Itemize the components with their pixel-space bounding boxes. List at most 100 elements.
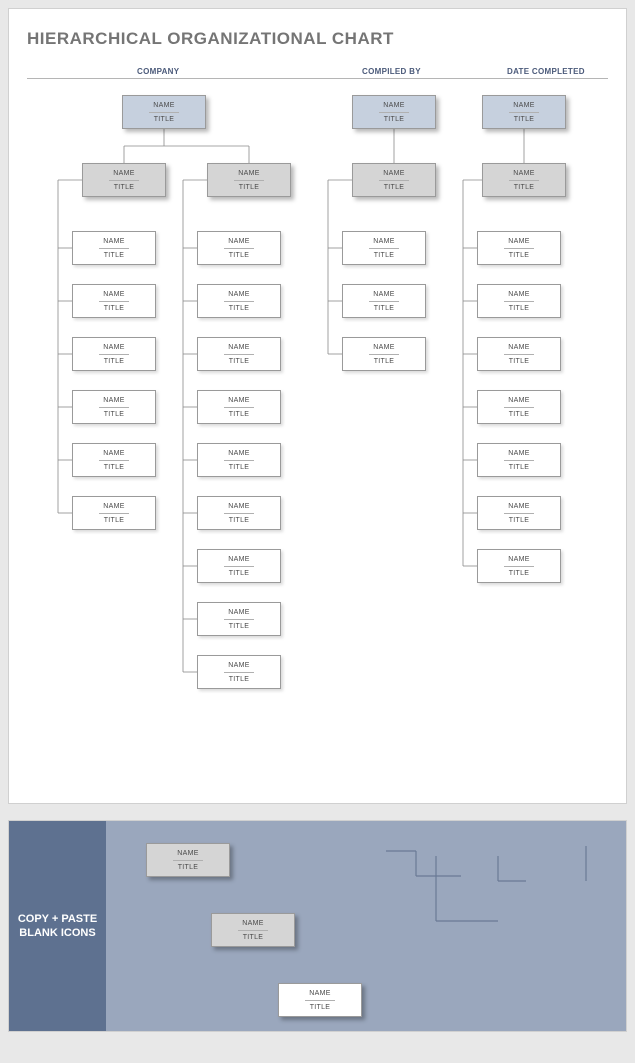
node-title: TITLE [343,304,425,313]
node-divider [369,354,399,355]
node-divider [369,248,399,249]
node-name: NAME [198,449,280,458]
side-label-line1: COPY + PASTE [18,912,97,926]
node-title: TITLE [478,357,560,366]
node-title: TITLE [198,410,280,419]
node-title: TITLE [73,410,155,419]
node-name: NAME [478,449,560,458]
blank-icons-canvas: NAME TITLE NAME TITLE NAME TITLE [106,821,626,1031]
org-node: NAMETITLE [352,163,436,197]
node-divider [234,180,264,181]
node-name: NAME [198,290,280,299]
node-divider [504,248,534,249]
node-divider [379,180,409,181]
node-name: NAME [343,237,425,246]
node-divider [109,180,139,181]
node-name: NAME [198,502,280,511]
chart-area: NAME TITLE NAME TITLE NAME TITLE NAME TITLE NAME… [27,93,608,783]
node-title: TITLE [353,115,435,124]
node-title: TITLE [73,357,155,366]
node-name: NAME [73,343,155,352]
page-title: HIERARCHICAL ORGANIZATIONAL CHART [27,29,608,49]
org-node: NAMETITLE [72,390,156,424]
node-name: NAME [343,290,425,299]
node-title: TITLE [478,410,560,419]
node-divider [224,566,254,567]
node-title: TITLE [198,463,280,472]
node-divider [504,301,534,302]
node-divider [369,301,399,302]
node-title: TITLE [147,863,229,872]
blank-icons-page: COPY + PASTE BLANK ICONS NAME TITLE NAME TI… [8,820,627,1032]
org-node: NAME TITLE [72,337,156,371]
node-title: TITLE [212,933,294,942]
org-chart-page: HIERARCHICAL ORGANIZATIONAL CHART COMPAN… [8,8,627,804]
node-name: NAME [73,449,155,458]
node-name: NAME [279,989,361,998]
node-name: NAME [353,169,435,178]
node-title: TITLE [478,304,560,313]
node-title: TITLE [198,251,280,260]
org-node: NAMETITLE [197,284,281,318]
org-node: NAME TITLE [482,95,566,129]
org-node: NAME TITLE [122,95,206,129]
org-node: NAMETITLE [342,231,426,265]
org-node: NAME TITLE [197,337,281,371]
node-name: NAME [212,919,294,928]
node-title: TITLE [198,675,280,684]
org-node: NAME TITLE [342,284,426,318]
node-divider [224,301,254,302]
node-title: TITLE [198,357,280,366]
node-divider [224,619,254,620]
org-node: NAMETITLE [82,163,166,197]
org-node: NAMETITLE [197,655,281,689]
node-title: TITLE [73,516,155,525]
node-title: TITLE [343,357,425,366]
node-title: TITLE [198,569,280,578]
node-divider [99,301,129,302]
node-divider [504,513,534,514]
org-node: NAMETITLE [482,163,566,197]
node-name: NAME [478,396,560,405]
node-divider [224,354,254,355]
node-name: NAME [353,101,435,110]
side-label-line2: BLANK ICONS [19,926,95,940]
node-divider [99,248,129,249]
org-node: NAME TITLE [477,390,561,424]
node-name: NAME [483,101,565,110]
node-name: NAME [478,290,560,299]
node-name: NAME [198,343,280,352]
node-name: NAME [73,237,155,246]
node-divider [224,460,254,461]
org-node: NAME TITLE [197,602,281,636]
org-node: NAMETITLE [72,231,156,265]
org-node: NAMETITLE [72,443,156,477]
node-name: NAME [123,101,205,110]
node-divider [224,248,254,249]
node-divider [305,1000,335,1001]
org-node: NAMETITLE [477,549,561,583]
node-name: NAME [198,608,280,617]
node-title: TITLE [198,622,280,631]
node-divider [224,513,254,514]
node-name: NAME [198,555,280,564]
node-title: TITLE [123,115,205,124]
org-node: NAME TITLE [197,443,281,477]
node-name: NAME [208,169,290,178]
node-divider [224,672,254,673]
node-divider [99,354,129,355]
node-title: TITLE [478,251,560,260]
org-node: NAMETITLE [197,231,281,265]
node-name: NAME [198,396,280,405]
org-node: NAME TITLE [146,843,230,877]
org-node: NAME TITLE [477,337,561,371]
node-title: TITLE [279,1003,361,1012]
node-name: NAME [478,343,560,352]
node-title: TITLE [208,183,290,192]
header-label-company: COMPANY [137,67,179,76]
org-node: NAME TITLE [197,390,281,424]
org-node: NAMETITLE [477,496,561,530]
node-title: TITLE [483,115,565,124]
node-name: NAME [73,290,155,299]
node-name: NAME [147,849,229,858]
